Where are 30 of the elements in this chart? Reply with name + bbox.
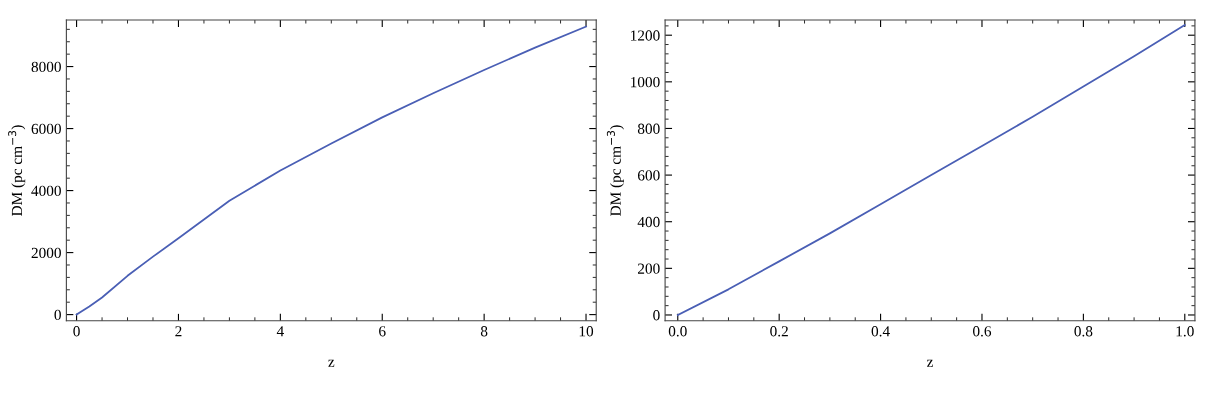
y-tick-label: 2000: [31, 247, 61, 259]
y-tick-label: 8000: [31, 61, 61, 73]
x-tick-label: 0.0: [668, 326, 687, 337]
x-tick-label: 0.8: [1074, 326, 1093, 337]
line-series: [75, 25, 587, 316]
x-tick-label: 2: [175, 326, 182, 337]
x-tick-label: 1.0: [1176, 326, 1194, 337]
x-tick-label: 4: [276, 326, 284, 337]
x-tick-label: 0: [73, 326, 80, 337]
y-tick-label: 0: [653, 310, 660, 321]
x-tick-label: 6: [379, 326, 386, 337]
x-axis-title: z: [927, 359, 933, 367]
y-tick-label: 0: [54, 309, 61, 321]
line-series: [676, 24, 1186, 316]
y-tick-label: 200: [637, 263, 660, 274]
y-tick-label: 6000: [31, 123, 61, 135]
x-tick-label: 8: [480, 326, 488, 337]
x-axis-title: z: [328, 359, 335, 367]
x-tick-label: 10: [579, 326, 594, 337]
y-tick-label: 1000: [631, 76, 660, 88]
x-tick-label: 0.4: [871, 326, 890, 337]
y-axis-title: DM (pc cm$^{−3}$): [606, 125, 624, 216]
y-tick-label: 800: [637, 123, 660, 134]
y-axis-title: DM (pc cm$^{−3}$): [8, 125, 26, 216]
y-tick-label: 1200: [631, 30, 660, 41]
x-tick-label: 0.6: [973, 326, 992, 337]
x-tick-label: 0.2: [770, 326, 788, 337]
y-tick-label: 600: [637, 170, 660, 181]
y-tick-label: 4000: [31, 185, 61, 197]
y-tick-label: 400: [637, 216, 660, 228]
